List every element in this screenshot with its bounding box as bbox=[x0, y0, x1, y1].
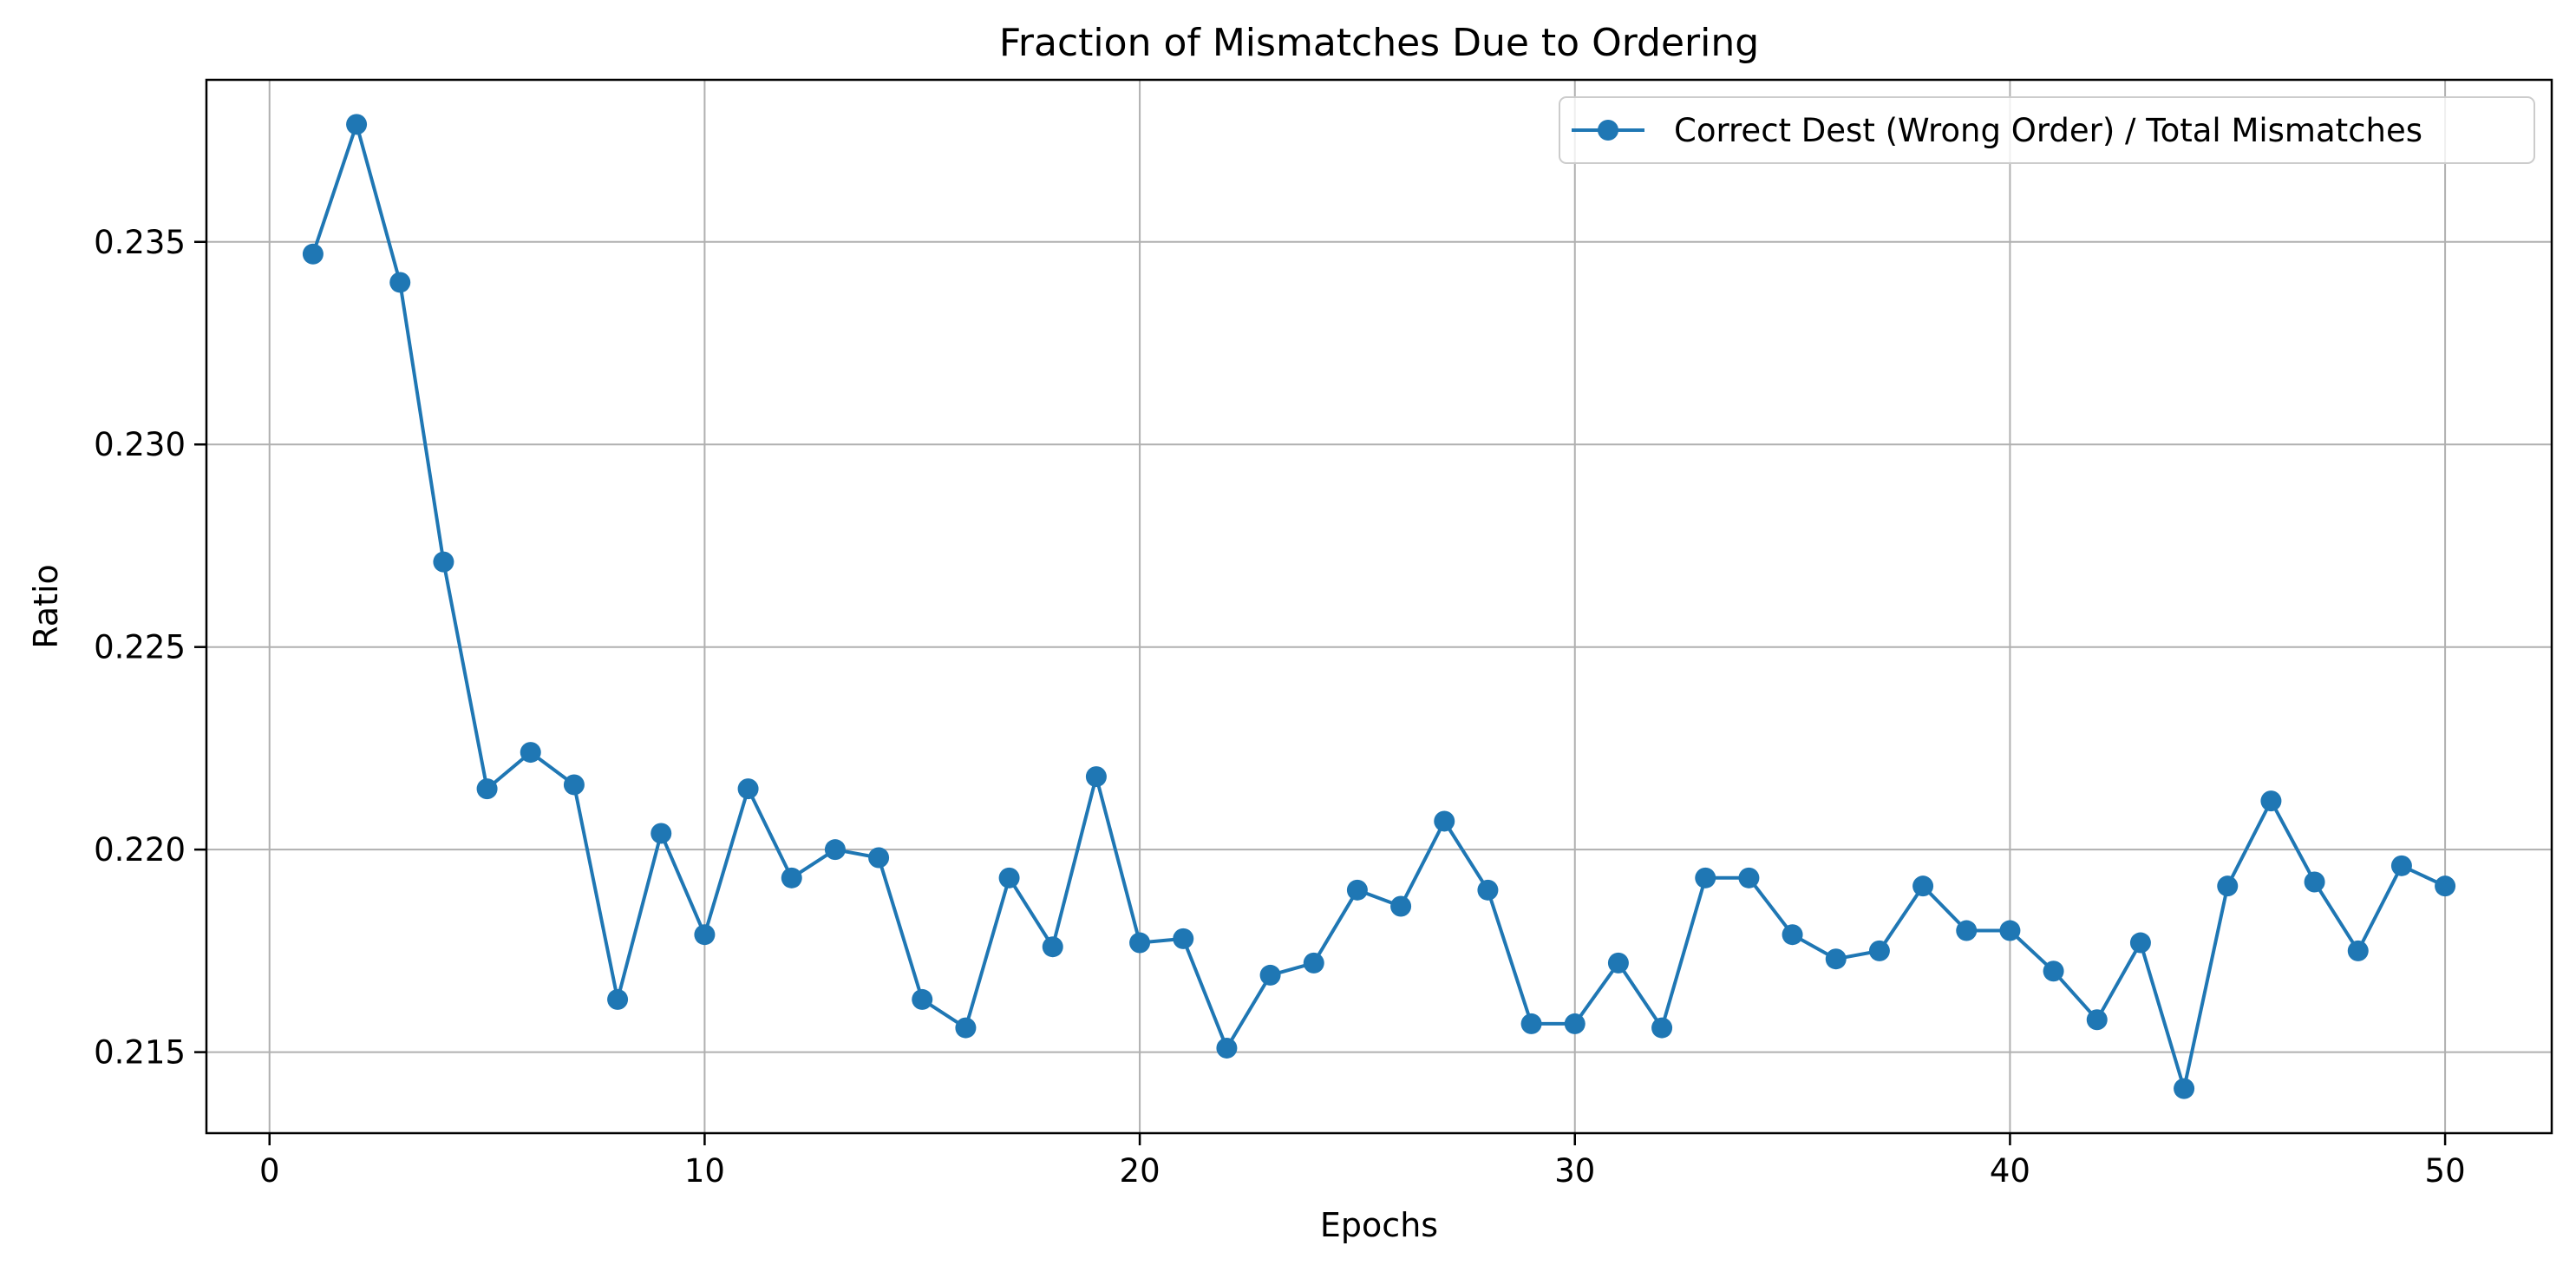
data-point bbox=[520, 742, 541, 764]
data-point bbox=[1999, 920, 2021, 941]
data-point bbox=[607, 988, 629, 1010]
x-axis-ticks: 0 10 20 30 40 50 bbox=[259, 1133, 2466, 1190]
data-point bbox=[1390, 895, 1412, 917]
data-point bbox=[2174, 1078, 2195, 1099]
data-point bbox=[1042, 936, 1063, 958]
plot-frame bbox=[205, 78, 2553, 1135]
data-point bbox=[2347, 940, 2369, 961]
data-point bbox=[1651, 1017, 1673, 1039]
data-point bbox=[1173, 928, 1194, 949]
data-point bbox=[346, 114, 368, 135]
x-tick-label: 0 bbox=[259, 1152, 280, 1190]
data-point bbox=[2260, 790, 2282, 812]
data-point bbox=[1303, 952, 1324, 974]
data-point bbox=[2217, 875, 2239, 897]
chart-title: Fraction of Mismatches Due to Ordering bbox=[999, 21, 1759, 65]
data-point bbox=[2304, 871, 2325, 893]
data-point bbox=[1346, 879, 1368, 901]
data-point bbox=[1520, 1013, 1542, 1034]
data-point bbox=[1695, 867, 1716, 888]
series-line bbox=[311, 122, 2446, 1091]
data-point bbox=[1782, 924, 1803, 946]
data-point bbox=[737, 778, 759, 800]
series-group bbox=[302, 114, 2456, 1099]
data-point bbox=[998, 867, 1020, 888]
data-point bbox=[1434, 810, 1455, 832]
y-tick-label: 0.230 bbox=[94, 426, 186, 463]
data-point bbox=[563, 774, 585, 796]
data-point bbox=[2435, 875, 2456, 897]
grid-lines bbox=[206, 80, 2552, 1133]
data-point bbox=[2129, 932, 2151, 954]
legend: Correct Dest (Wrong Order) / Total Misma… bbox=[1559, 96, 2535, 164]
data-point bbox=[1129, 932, 1151, 954]
data-point bbox=[433, 551, 454, 573]
data-point bbox=[781, 867, 802, 888]
x-tick-label: 20 bbox=[1120, 1152, 1161, 1190]
legend-entry: Correct Dest (Wrong Order) / Total Misma… bbox=[1674, 112, 2422, 149]
y-tick-label: 0.215 bbox=[94, 1034, 186, 1072]
legend-marker bbox=[1598, 120, 1618, 141]
data-point bbox=[868, 847, 890, 869]
data-point bbox=[1912, 875, 1934, 897]
data-point bbox=[824, 839, 846, 861]
data-point bbox=[1868, 940, 1890, 961]
data-point bbox=[955, 1017, 977, 1039]
legend-box bbox=[1559, 96, 2535, 164]
data-point bbox=[2390, 855, 2412, 876]
data-point bbox=[1738, 867, 1760, 888]
y-tick-label: 0.220 bbox=[94, 831, 186, 869]
x-axis-label: Epochs bbox=[1320, 1206, 1438, 1244]
x-tick-label: 40 bbox=[1990, 1152, 2030, 1190]
x-tick-label: 50 bbox=[2425, 1152, 2466, 1190]
data-point bbox=[389, 272, 411, 293]
data-point bbox=[1477, 879, 1499, 901]
data-point bbox=[302, 243, 324, 265]
y-axis-label: Ratio bbox=[27, 564, 65, 649]
data-point bbox=[1564, 1013, 1585, 1034]
data-point bbox=[694, 924, 716, 946]
data-point bbox=[476, 778, 498, 800]
data-point bbox=[912, 988, 933, 1010]
data-point bbox=[1825, 948, 1847, 970]
data-point bbox=[1216, 1037, 1238, 1059]
x-tick-label: 10 bbox=[684, 1152, 725, 1190]
y-tick-label: 0.225 bbox=[94, 629, 186, 666]
data-point bbox=[1607, 952, 1629, 974]
data-point bbox=[651, 823, 672, 844]
data-point bbox=[2043, 961, 2064, 982]
data-point bbox=[2086, 1009, 2108, 1031]
x-tick-label: 30 bbox=[1554, 1152, 1595, 1190]
data-point bbox=[1085, 766, 1107, 788]
data-point bbox=[1956, 920, 1978, 941]
y-tick-label: 0.235 bbox=[94, 224, 186, 261]
y-axis-ticks: 0.215 0.220 0.225 0.230 0.235 bbox=[94, 224, 206, 1072]
data-point bbox=[1259, 964, 1281, 986]
